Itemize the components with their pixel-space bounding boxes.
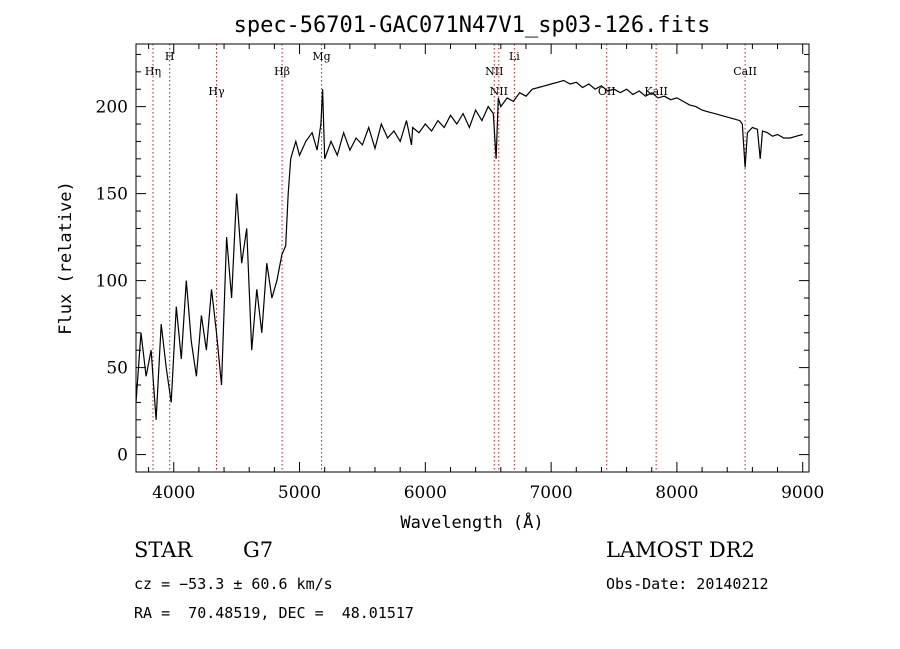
- x-axis-label: Wavelength (Å): [400, 511, 543, 533]
- y-tick-label: 50: [106, 359, 128, 379]
- y-axis-label: Flux (relative): [56, 181, 76, 335]
- spectral-line-label: OII: [598, 85, 616, 98]
- survey-name: LAMOST DR2: [606, 538, 755, 562]
- object-subclass: G7: [243, 538, 274, 562]
- ra-dec-coordinates: RA = 70.48519, DEC = 48.01517: [134, 604, 414, 622]
- observation-date: Obs-Date: 20140212: [606, 575, 769, 593]
- x-tick-label: 9000: [781, 483, 824, 503]
- x-tick-label: 8000: [655, 483, 698, 503]
- spectral-line-label: Hη: [145, 65, 161, 78]
- spectral-line-label: Hβ: [274, 65, 290, 78]
- spectral-line-label: H: [165, 50, 175, 63]
- y-tick-label: 0: [117, 446, 128, 466]
- x-tick-label: 4000: [152, 483, 195, 503]
- spectral-line-label: Mg: [312, 50, 330, 63]
- spectral-line-label: KaII: [644, 85, 667, 98]
- spectral-line-label: NII: [485, 65, 503, 78]
- x-tick-label: 5000: [278, 483, 321, 503]
- y-axis-ticks: 0 50 100 150 200: [96, 53, 809, 466]
- x-tick-label: 7000: [529, 483, 572, 503]
- x-tick-label: 6000: [404, 483, 447, 503]
- spectral-line-label: Li: [509, 50, 520, 63]
- y-tick-label: 150: [96, 185, 128, 205]
- redshift-velocity: cz = −53.3 ± 60.6 km/s: [134, 575, 333, 593]
- y-tick-label: 100: [96, 272, 128, 292]
- spectral-line-label: Hγ: [208, 85, 225, 98]
- chart-title: spec-56701-GAC071N47V1_sp03-126.fits: [234, 13, 711, 38]
- spectral-line-label: CaII: [733, 65, 757, 78]
- x-axis-ticks: 4000 5000 6000 7000 8000 9000: [148, 44, 824, 503]
- plot-frame: [135, 43, 810, 473]
- spectrum-series: [135, 79, 803, 420]
- y-tick-label: 200: [96, 98, 128, 118]
- spectral-line-label: NII: [490, 85, 508, 98]
- spectral-lines: Hη H Hγ Hβ Mg NII NII Li OII KaII CaII: [145, 44, 757, 472]
- spectrum-line: [135, 79, 803, 420]
- object-class: STAR: [134, 538, 193, 562]
